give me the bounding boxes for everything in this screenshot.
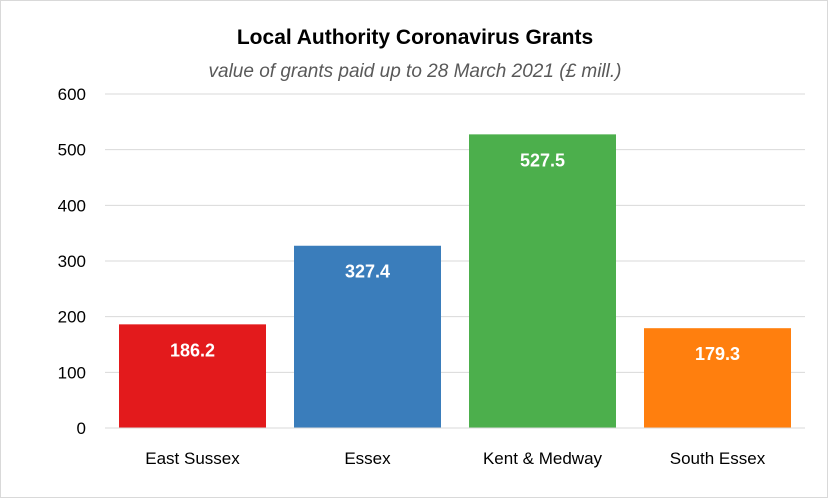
y-tick-label: 300 (58, 252, 86, 271)
y-tick-label: 500 (58, 141, 86, 160)
bars (119, 134, 791, 428)
x-axis-categories: East Sussex Essex Kent & Medway South Essex (145, 449, 765, 468)
x-category-label: South Essex (670, 449, 766, 468)
bar (119, 324, 266, 428)
x-category-label: Kent & Medway (483, 449, 603, 468)
bar (469, 134, 616, 428)
chart-subtitle: value of grants paid up to 28 March 2021… (209, 61, 622, 82)
y-tick-label: 600 (58, 85, 86, 104)
y-tick-label: 200 (58, 308, 86, 327)
bar (294, 245, 441, 428)
y-tick-label: 400 (58, 196, 86, 215)
data-label: 186.2 (170, 340, 215, 360)
x-category-label: East Sussex (145, 449, 240, 468)
data-label: 327.4 (345, 262, 390, 282)
y-tick-label: 100 (58, 363, 86, 382)
y-tick-label: 0 (77, 419, 86, 438)
data-label: 179.3 (695, 344, 740, 364)
data-label: 527.5 (520, 150, 565, 170)
chart-title: Local Authority Coronavirus Grants (237, 26, 593, 49)
data-labels: 186.2 327.4 527.5 179.3 (170, 150, 740, 364)
y-axis-ticks: 0 100 200 300 400 500 600 (58, 85, 86, 438)
bar (644, 328, 791, 428)
x-category-label: Essex (344, 449, 391, 468)
